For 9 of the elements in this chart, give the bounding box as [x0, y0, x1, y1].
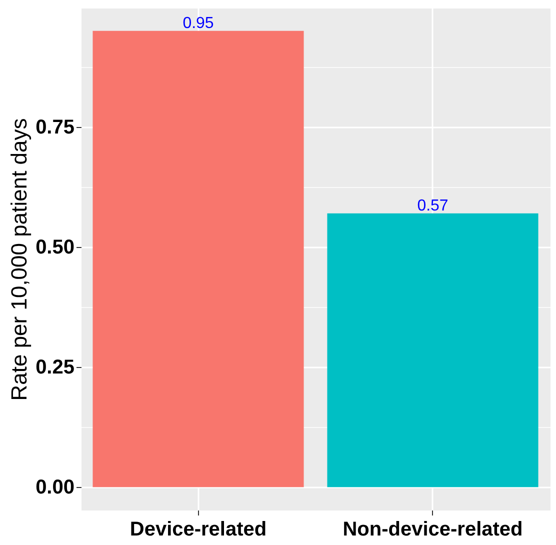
x-tick-label: Non-device-related	[342, 518, 523, 540]
x-tick-label: Device-related	[130, 518, 267, 540]
data-label: 0.95	[182, 14, 214, 32]
y-tick-label: 0.75	[36, 116, 74, 138]
y-tick-label: 0.25	[36, 356, 74, 379]
data-label: 0.57	[417, 197, 448, 214]
y-tick-label: 0.00	[36, 476, 74, 499]
y-tick-label: 0.50	[36, 236, 74, 258]
y-axis-title: Rate per 10,000 patient days	[6, 118, 32, 401]
